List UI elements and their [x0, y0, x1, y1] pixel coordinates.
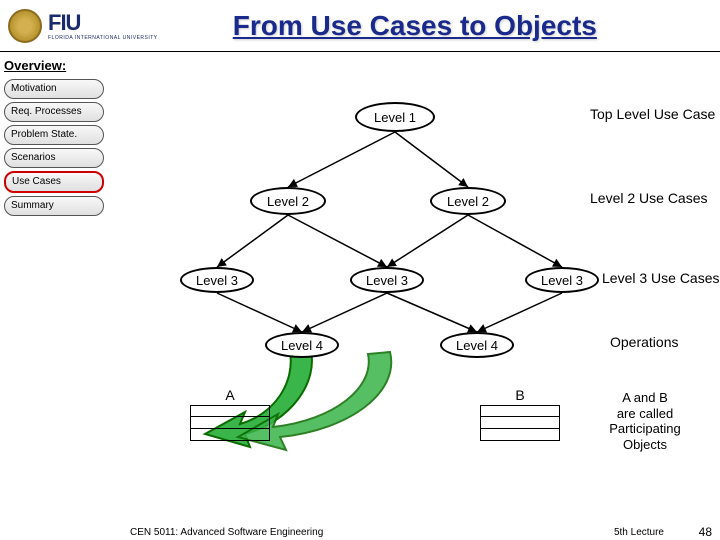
footer-lecture: 5th Lecture: [614, 527, 664, 538]
nav-use-cases[interactable]: Use Cases: [4, 171, 104, 193]
nav-problem-state[interactable]: Problem State.: [4, 125, 104, 145]
logo-seal-icon: [8, 9, 42, 43]
logo-block: FIU FLORIDA INTERNATIONAL UNIVERSITY: [48, 10, 158, 41]
node-level4-b: Level 4: [440, 332, 514, 358]
diagram: Level 1 Level 2 Level 2 Level 3 Level 3 …: [120, 72, 720, 524]
footer-page: 48: [699, 525, 712, 539]
node-level4-a: Level 4: [265, 332, 339, 358]
node-label: Level 4: [281, 338, 323, 353]
object-b-grid-icon: [480, 405, 560, 441]
node-label: Level 4: [456, 338, 498, 353]
node-label: Level 3: [366, 273, 408, 288]
row-label-4: Operations: [610, 334, 678, 350]
nav-motivation[interactable]: Motivation: [4, 79, 104, 99]
node-label: Level 1: [374, 110, 416, 125]
edges-layer: [120, 72, 720, 532]
header: FIU FLORIDA INTERNATIONAL UNIVERSITY Fro…: [0, 0, 720, 52]
node-level3-a: Level 3: [180, 267, 254, 293]
sidebar-heading: Overview:: [4, 58, 114, 73]
nav-req-processes[interactable]: Req. Processes: [4, 102, 104, 122]
row-label-1: Top Level Use Case: [590, 106, 715, 122]
objects-caption: A and Bare calledParticipatingObjects: [590, 390, 700, 452]
node-level2-b: Level 2: [430, 187, 506, 215]
object-a-label: A: [190, 387, 270, 403]
logo-subtext: FLORIDA INTERNATIONAL UNIVERSITY: [48, 36, 158, 41]
node-level3-c: Level 3: [525, 267, 599, 293]
node-label: Level 2: [267, 194, 309, 209]
object-b-label: B: [480, 387, 560, 403]
node-label: Level 2: [447, 194, 489, 209]
node-level2-a: Level 2: [250, 187, 326, 215]
footer-course: CEN 5011: Advanced Software Engineering: [130, 527, 323, 538]
row-label-3: Level 3 Use Cases: [602, 270, 720, 286]
node-label: Level 3: [541, 273, 583, 288]
logo-text: FIU: [48, 10, 80, 35]
nav-summary[interactable]: Summary: [4, 196, 104, 216]
object-a: A: [190, 387, 270, 441]
row-label-2: Level 2 Use Cases: [590, 190, 708, 206]
content-area: Overview: Motivation Req. Processes Prob…: [0, 52, 720, 524]
sidebar: Overview: Motivation Req. Processes Prob…: [4, 58, 114, 219]
object-b: B: [480, 387, 560, 441]
node-level1: Level 1: [355, 102, 435, 132]
node-label: Level 3: [196, 273, 238, 288]
footer: CEN 5011: Advanced Software Engineering …: [0, 524, 720, 540]
nav-scenarios[interactable]: Scenarios: [4, 148, 104, 168]
object-a-grid-icon: [190, 405, 270, 441]
page-title: From Use Cases to Objects: [158, 10, 712, 42]
node-level3-b: Level 3: [350, 267, 424, 293]
